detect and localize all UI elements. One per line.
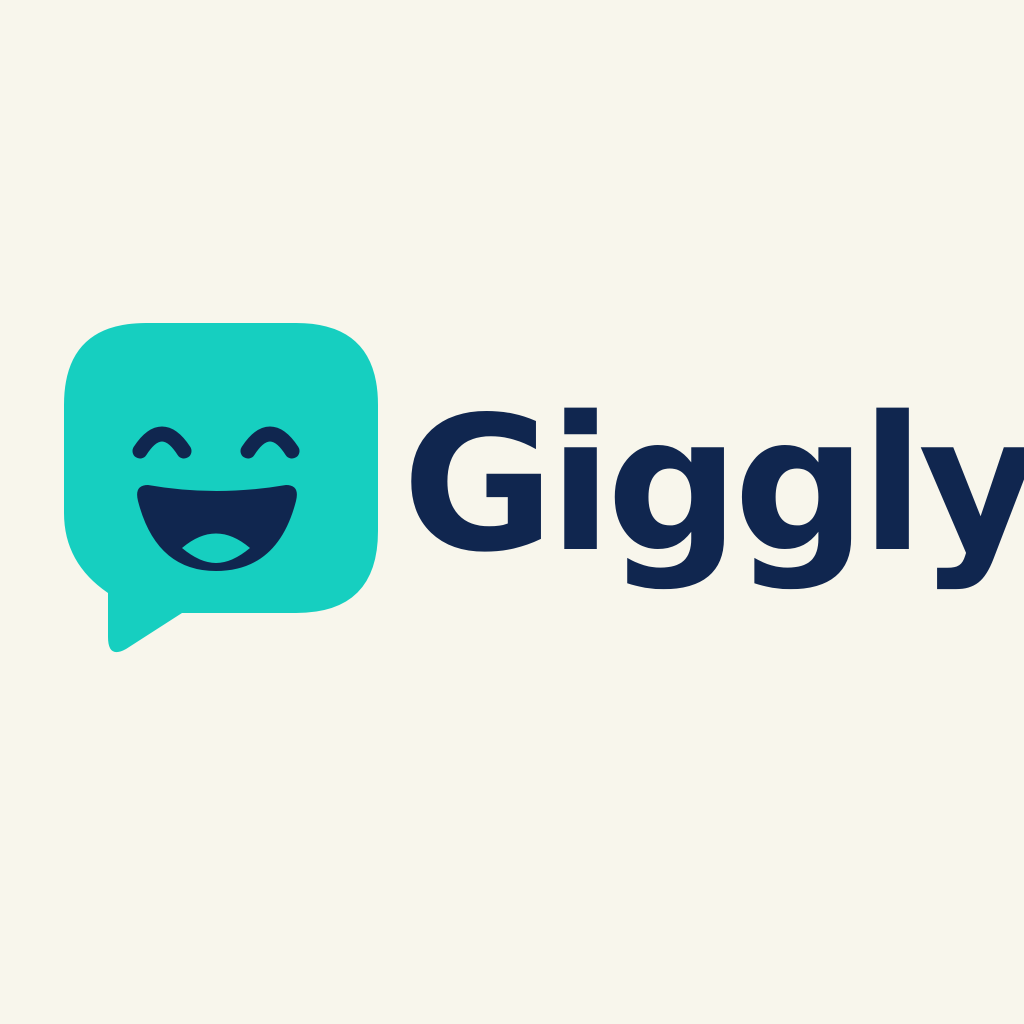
left-eye <box>132 426 192 459</box>
brand-wordmark: Giggly <box>402 376 1024 593</box>
right-eye <box>240 426 300 459</box>
smiling-speech-bubble-icon <box>64 323 378 653</box>
speech-bubble-shape <box>64 323 378 653</box>
tongue <box>182 533 250 563</box>
laughing-mouth <box>137 485 297 571</box>
